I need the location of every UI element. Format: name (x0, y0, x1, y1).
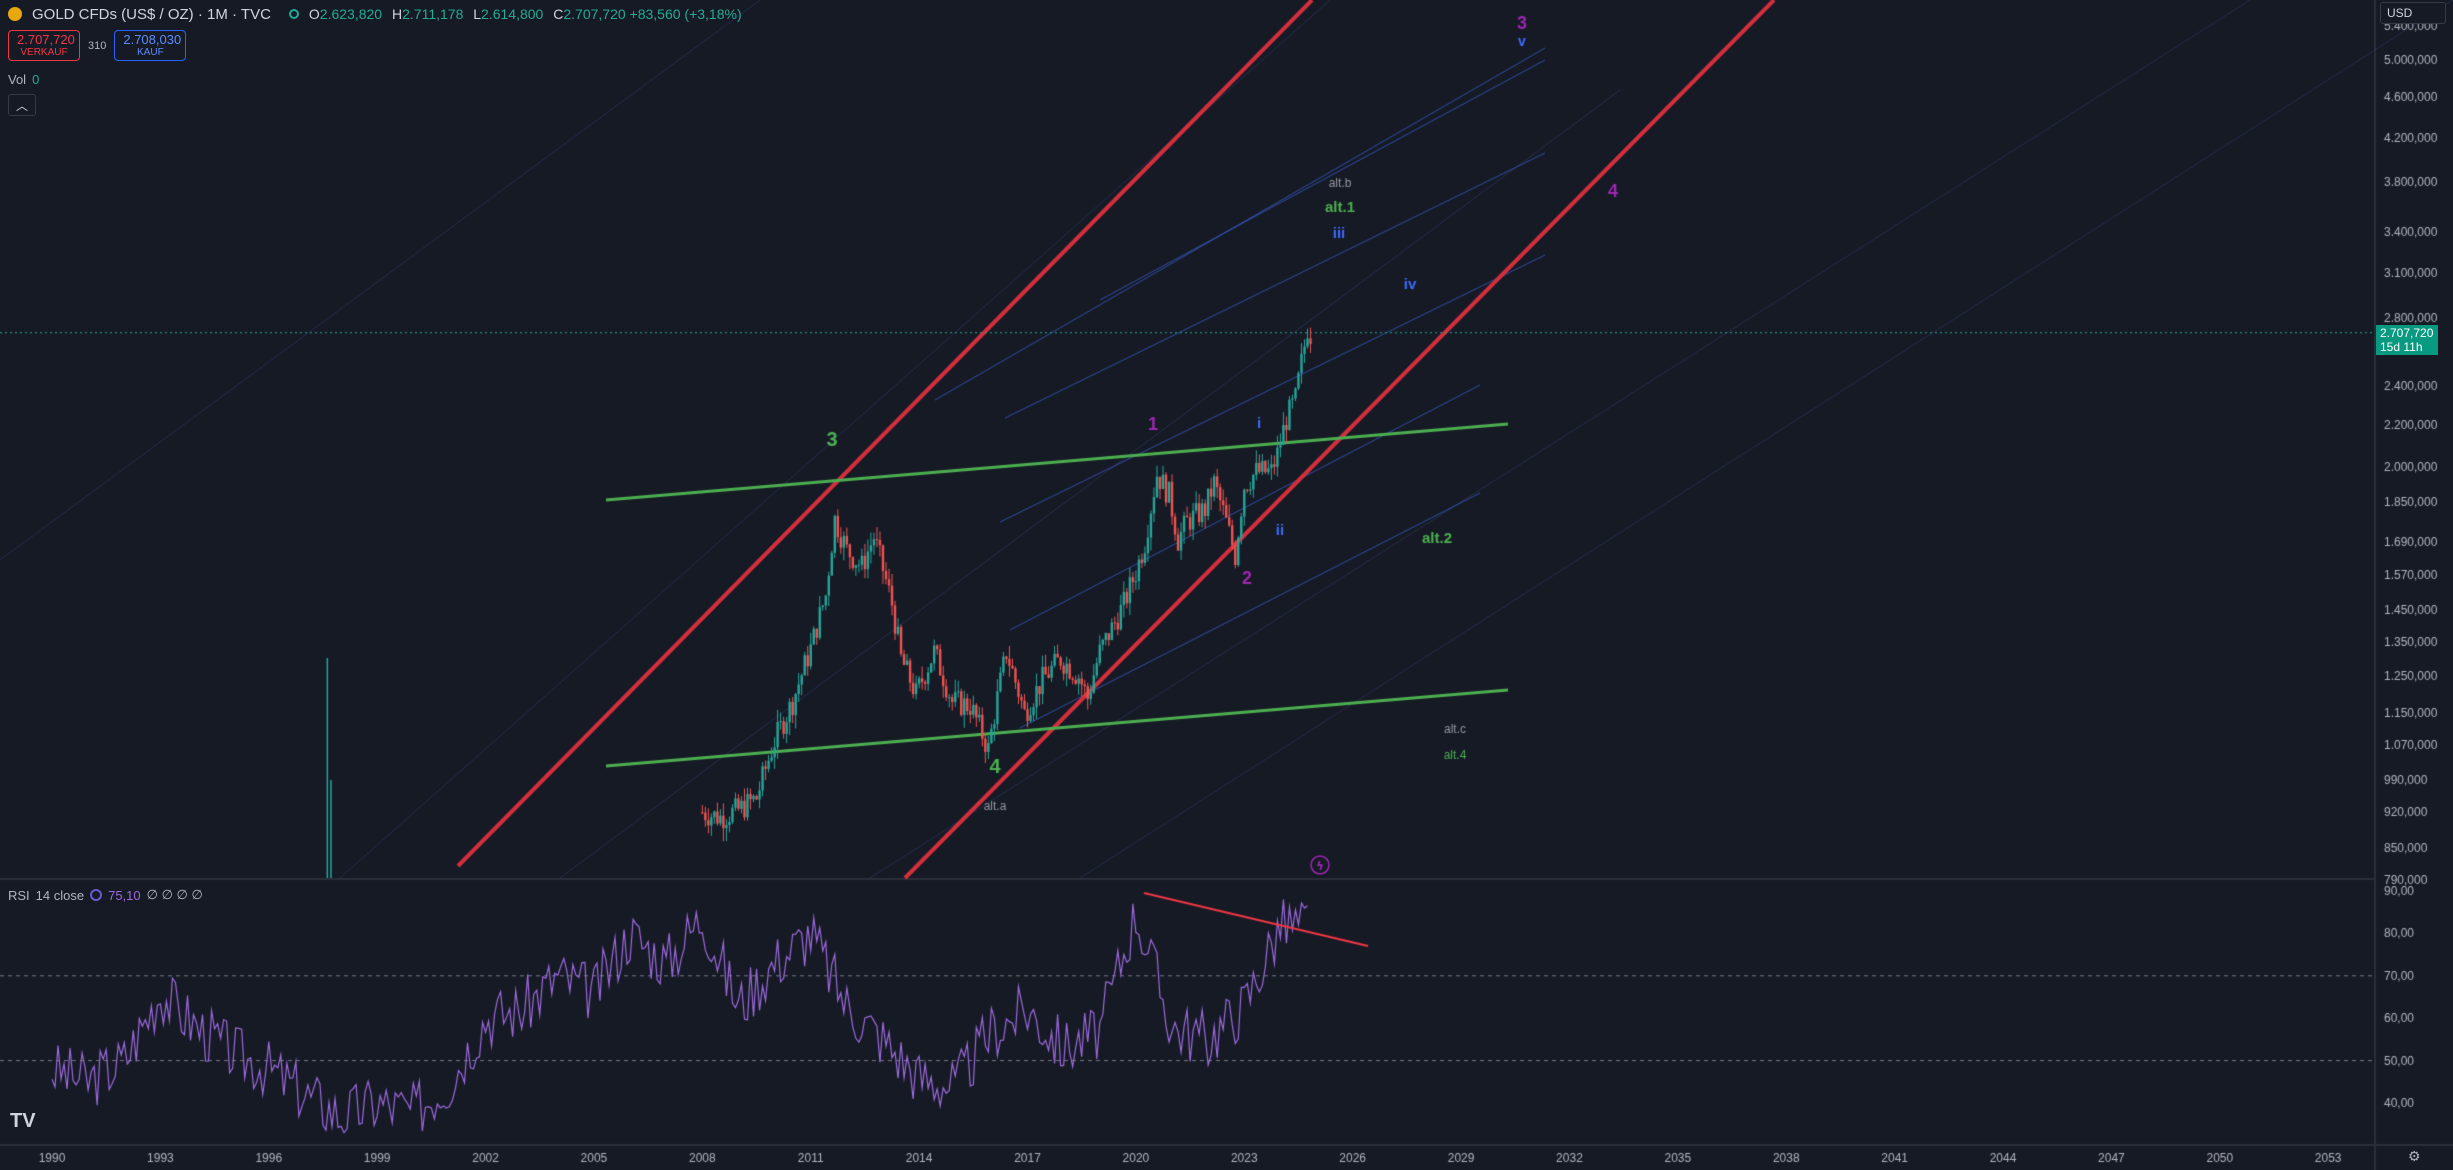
rsi-value: 75,10 (108, 887, 141, 903)
currency-select[interactable]: USD (2380, 2, 2446, 24)
symbol-title[interactable]: GOLD CFDs (US$ / OZ) · 1M · TVC (32, 5, 271, 23)
market-status-icon (288, 9, 299, 19)
rsi-params: 14 close (35, 887, 85, 903)
ohlc-values: O2.623,820 H2.711,178 L2.614,800 C2.707,… (309, 6, 748, 22)
symbol-header: GOLD CFDs (US$ / OZ) · 1M · TVC O2.623,8… (8, 4, 748, 24)
buy-price: 2.708,030 (123, 32, 182, 47)
sell-price: 2.707,720 (17, 32, 75, 47)
volume-legend[interactable]: Vol 0 (8, 72, 39, 87)
tradingview-logo-icon[interactable]: TV (10, 1110, 36, 1132)
gold-coin-icon (8, 7, 22, 21)
ohlc-open-key: O (308, 6, 320, 22)
ohlc-close-key: C (553, 6, 564, 22)
chevron-up-icon[interactable]: ︿ (8, 94, 36, 116)
rsi-na-values: ∅ ∅ ∅ ∅ (146, 887, 203, 902)
ohlc-low-value: 2.614,800 (481, 6, 544, 22)
trade-buttons: 2.707,720 VERKAUF 310 2.708,030 KAUF (8, 30, 187, 61)
volume-label: Vol (8, 72, 27, 87)
ohlc-low-key: L (473, 6, 482, 22)
ohlc-high-key: H (391, 6, 403, 22)
settings-icon[interactable]: ⚙ (2408, 1148, 2421, 1164)
rsi-legend[interactable]: RSI 14 close 75,10 ∅ ∅ ∅ ∅ (8, 887, 203, 903)
last-price-value: 2.707,720 (2380, 326, 2434, 340)
ohlc-close-value: 2.707,720 +83,560 (+3,18%) (563, 6, 742, 22)
sell-label: VERKAUF (20, 47, 68, 58)
volume-value: 0 (32, 72, 40, 87)
buy-label: KAUF (137, 47, 164, 58)
bar-countdown: 15d 11h (2380, 340, 2423, 354)
rsi-label: RSI (8, 887, 30, 903)
ohlc-open-value: 2.623,820 (319, 6, 383, 22)
ohlc-high-value: 2.711,178 (402, 6, 464, 22)
last-price-tag: 2.707,720 15d 11h (2376, 325, 2438, 355)
currency-label: USD (2387, 6, 2413, 20)
rsi-source-icon (90, 889, 103, 901)
sell-button[interactable]: 2.707,720 VERKAUF (8, 30, 80, 61)
buy-button[interactable]: 2.708,030 KAUF (114, 30, 187, 61)
spread-value: 310 (88, 39, 107, 52)
